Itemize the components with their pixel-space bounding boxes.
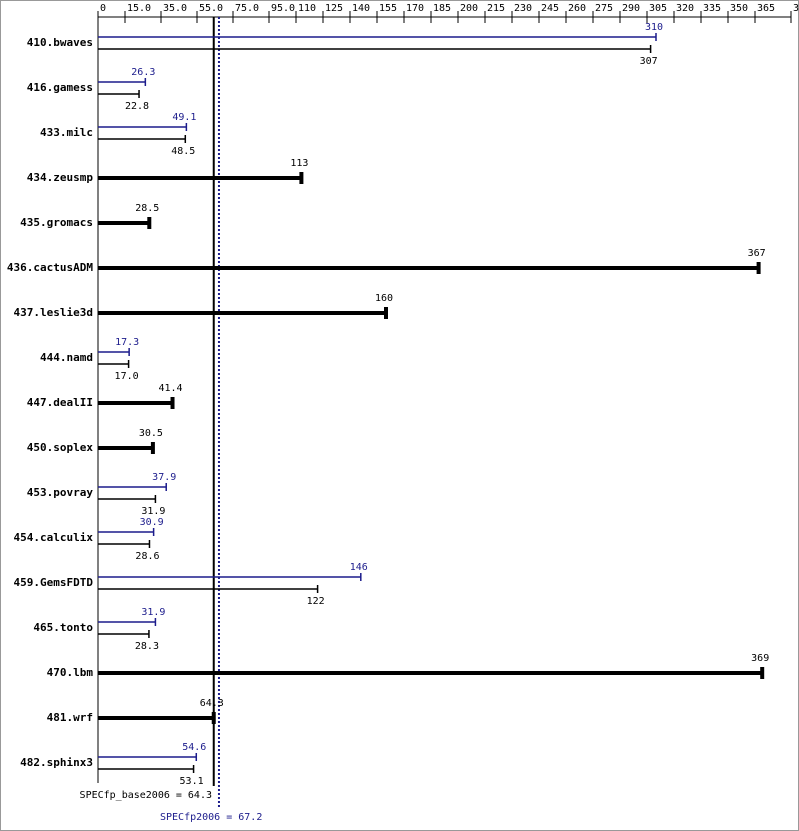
x-tick-label: 15.0	[127, 3, 151, 14]
value-label: 160	[375, 293, 393, 304]
x-tick-label: 365	[757, 3, 775, 14]
value-label: 49.1	[172, 112, 196, 123]
value-label: 17.3	[115, 337, 139, 348]
x-tick-label: 305	[649, 3, 667, 14]
category-label: 454.calculix	[14, 531, 94, 544]
value-label: 17.0	[115, 371, 139, 382]
value-label: 31.9	[141, 607, 165, 618]
bar	[98, 348, 130, 356]
value-label: 26.3	[131, 67, 155, 78]
value-label: 307	[640, 56, 658, 67]
reference-label: SPECfp2006 = 67.2	[160, 812, 262, 823]
bar	[98, 495, 157, 503]
bar	[98, 630, 150, 638]
category-label: 437.leslie3d	[14, 306, 93, 319]
category-label: 481.wrf	[47, 711, 93, 724]
reference-label: SPECfp_base2006 = 64.3	[80, 790, 212, 801]
bar	[98, 618, 157, 626]
x-tick-label: 320	[676, 3, 694, 14]
bar	[98, 360, 130, 368]
x-tick-label: 200	[460, 3, 478, 14]
bar	[98, 483, 167, 491]
category-label: 416.gamess	[27, 81, 93, 94]
value-label: 28.6	[135, 551, 159, 562]
bar	[98, 667, 765, 679]
bar	[98, 765, 195, 773]
x-tick-label: 170	[406, 3, 424, 14]
x-tick-label: 95.0	[271, 3, 295, 14]
value-label: 64.3	[200, 698, 224, 709]
bar	[98, 712, 216, 724]
x-tick-label: 55.0	[199, 3, 223, 14]
value-label: 30.9	[140, 517, 164, 528]
bar	[98, 217, 152, 229]
category-label: 410.bwaves	[27, 36, 93, 49]
x-tick-label: 350	[730, 3, 748, 14]
value-label: 369	[751, 653, 769, 664]
value-label: 30.5	[139, 428, 163, 439]
bar	[98, 45, 652, 53]
x-tick-label: 230	[514, 3, 532, 14]
category-label: 450.soplex	[27, 441, 94, 454]
category-label: 434.zeusmp	[27, 171, 94, 184]
category-label: 470.lbm	[47, 666, 94, 679]
category-label: 447.dealII	[27, 396, 93, 409]
x-tick-label: 385	[793, 3, 799, 14]
value-label: 41.4	[158, 383, 182, 394]
value-label: 122	[307, 596, 325, 607]
value-label: 37.9	[152, 472, 176, 483]
x-tick-label: 335	[703, 3, 721, 14]
x-tick-label: 35.0	[163, 3, 187, 14]
x-tick-label: 155	[379, 3, 397, 14]
bar	[98, 540, 151, 548]
x-tick-label: 110	[298, 3, 316, 14]
value-label: 54.6	[182, 742, 206, 753]
x-tick-label: 75.0	[235, 3, 259, 14]
category-label: 459.GemsFDTD	[14, 576, 94, 589]
value-label: 48.5	[171, 146, 195, 157]
bar	[98, 573, 362, 581]
category-label: 453.povray	[27, 486, 94, 499]
value-label: 31.9	[141, 506, 165, 517]
x-tick-label: 215	[487, 3, 505, 14]
category-label: 435.gromacs	[20, 216, 93, 229]
x-tick-label: 275	[595, 3, 613, 14]
x-tick-label: 290	[622, 3, 640, 14]
value-label: 146	[350, 562, 368, 573]
bar	[98, 528, 155, 536]
value-label: 53.1	[180, 776, 204, 787]
x-tick-label: 260	[568, 3, 586, 14]
category-label: 444.namd	[40, 351, 93, 364]
value-label: 22.8	[125, 101, 149, 112]
x-tick-label: 0	[100, 3, 106, 14]
category-label: 482.sphinx3	[20, 756, 93, 769]
category-label: 465.tonto	[33, 621, 93, 634]
bar	[98, 123, 188, 131]
bar	[98, 33, 657, 41]
value-label: 310	[645, 22, 663, 33]
value-label: 28.5	[135, 203, 159, 214]
x-tick-label: 140	[352, 3, 370, 14]
bar	[98, 442, 155, 454]
x-tick-label: 125	[325, 3, 343, 14]
bar	[98, 397, 175, 409]
bar	[98, 78, 147, 86]
bar	[98, 172, 304, 184]
x-tick-label: 185	[433, 3, 451, 14]
bar	[98, 90, 140, 98]
value-label: 28.3	[135, 641, 159, 652]
value-label: 113	[290, 158, 308, 169]
category-label: 433.milc	[40, 126, 93, 139]
value-label: 367	[748, 248, 766, 259]
category-label: 436.cactusADM	[7, 261, 93, 274]
x-tick-label: 245	[541, 3, 559, 14]
bar	[98, 262, 761, 274]
bar	[98, 753, 198, 761]
bar	[98, 135, 187, 143]
bar	[98, 307, 388, 319]
bar	[98, 585, 319, 593]
